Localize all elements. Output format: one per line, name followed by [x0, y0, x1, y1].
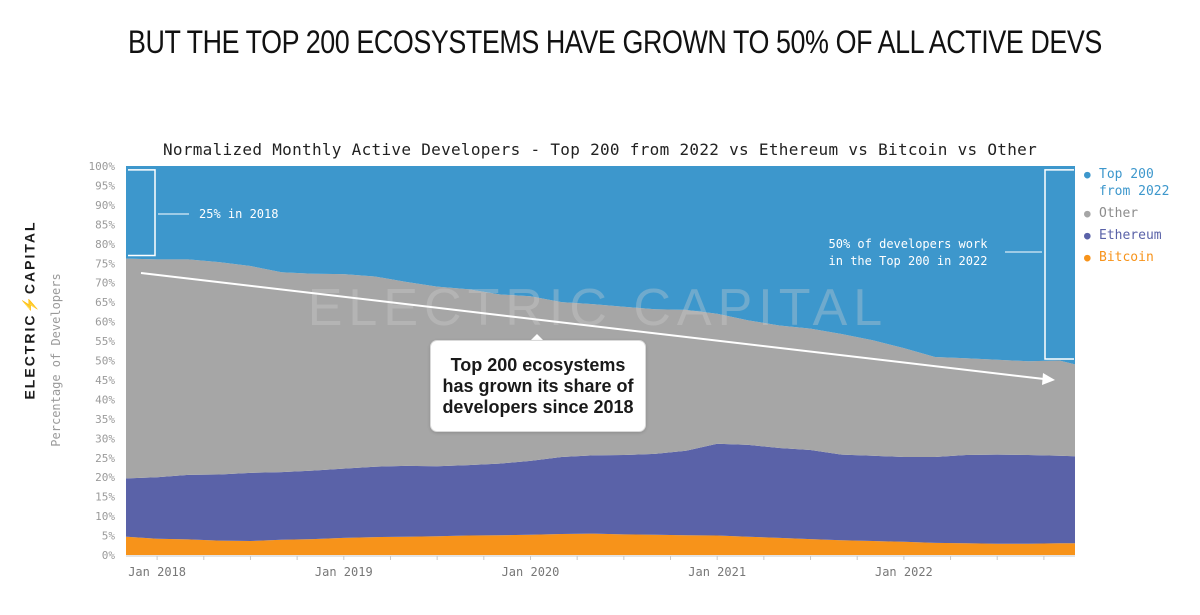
legend-item-bitcoin: ● Bitcoin [1084, 249, 1179, 266]
legend-swatch-top200: ● [1084, 168, 1091, 181]
y-tick-label: 75% [95, 257, 115, 270]
legend-item-other: ● Other [1084, 205, 1179, 222]
legend-swatch-other: ● [1084, 207, 1091, 220]
y-tick-label: 85% [95, 218, 115, 231]
x-tick-label: Jan 2020 [502, 565, 560, 579]
trend-arrow-head [1042, 373, 1055, 385]
series-area-bitcoin [126, 533, 1075, 555]
y-tick-label: 90% [95, 199, 115, 212]
x-tick-label: Jan 2022 [875, 565, 933, 579]
chart-title: Normalized Monthly Active Developers - T… [162, 140, 1038, 159]
bracket-2022 [1044, 169, 1074, 360]
x-tick-label: Jan 2018 [128, 565, 186, 579]
y-tick-label: 35% [95, 413, 115, 426]
annotation-callout: Top 200 ecosystems has grown its share o… [430, 340, 646, 432]
y-tick-label: 5% [102, 530, 116, 543]
legend-swatch-ethereum: ● [1084, 229, 1091, 242]
chart-legend: ● Top 200 from 2022 ● Other ● Ethereum ●… [1084, 166, 1179, 271]
x-tick-label: Jan 2019 [315, 565, 373, 579]
legend-item-ethereum: ● Ethereum [1084, 227, 1179, 244]
legend-swatch-bitcoin: ● [1084, 251, 1091, 264]
legend-label-top200: Top 200 from 2022 [1099, 167, 1170, 199]
legend-label-other: Other [1099, 206, 1139, 221]
y-tick-label: 80% [95, 238, 115, 251]
bracket-2018 [128, 169, 156, 257]
y-tick-label: 40% [95, 393, 115, 406]
y-tick-label: 25% [95, 452, 115, 465]
y-tick-label: 20% [95, 471, 115, 484]
chart-watermark: ELECTRIC CAPITAL [308, 279, 888, 337]
y-tick-label: 65% [95, 296, 115, 309]
annotation-right-note: 50% of developers work in the Top 200 in… [828, 237, 988, 268]
legend-item-top200: ● Top 200 from 2022 [1084, 166, 1179, 200]
x-tick-label: Jan 2021 [688, 565, 746, 579]
legend-label-bitcoin: Bitcoin [1099, 250, 1154, 265]
y-tick-label: 0% [102, 549, 116, 562]
y-tick-label: 15% [95, 491, 115, 504]
y-tick-label: 10% [95, 510, 115, 523]
y-tick-label: 30% [95, 432, 115, 445]
y-tick-label: 55% [95, 335, 115, 348]
y-tick-label: 45% [95, 374, 115, 387]
page-headline: BUT THE TOP 200 ECOSYSTEMS HAVE GROWN TO… [128, 24, 1102, 60]
y-tick-label: 100% [89, 160, 116, 173]
legend-label-ethereum: Ethereum [1099, 228, 1162, 243]
annotation-left-note: 25% in 2018 [199, 207, 279, 221]
y-tick-label: 50% [95, 355, 115, 368]
y-tick-label: 60% [95, 316, 115, 329]
callout-pointer [530, 334, 544, 341]
y-tick-label: 70% [95, 277, 115, 290]
series-area-top-200-from-2022 [126, 166, 1075, 365]
series-area-ethereum [126, 443, 1075, 544]
trend-arrow-line [140, 272, 1045, 380]
y-tick-label: 95% [95, 179, 115, 192]
